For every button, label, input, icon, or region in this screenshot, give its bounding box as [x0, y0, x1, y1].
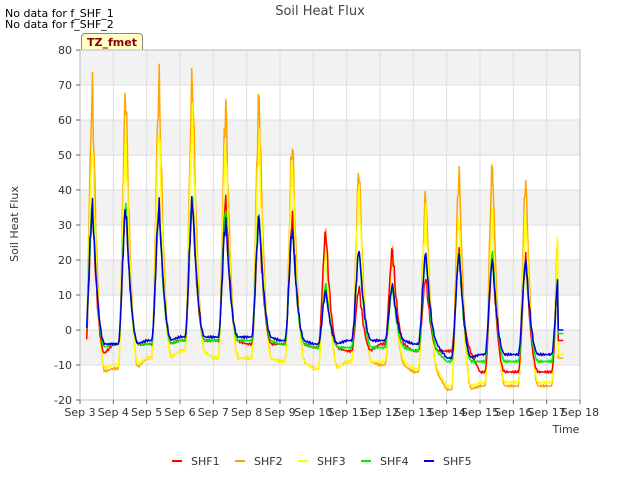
timezone-badge: TZ_fmet: [81, 33, 143, 52]
x-tick-label: Sep 14: [428, 406, 466, 419]
y-tick-label: -20: [54, 394, 72, 407]
x-tick-label: Sep 8: [231, 406, 262, 419]
x-tick-label: Sep 7: [198, 406, 229, 419]
x-tick-label: Sep 12: [361, 406, 399, 419]
legend-label-shf1: SHF1: [191, 455, 220, 468]
x-tick-label: Sep 13: [394, 406, 432, 419]
background-band: [80, 50, 580, 85]
series-layer: [85, 63, 564, 392]
y-tick-label: 0: [65, 324, 72, 337]
x-tick-label: Sep 9: [264, 406, 295, 419]
legend-label-shf2: SHF2: [254, 455, 283, 468]
background-band: [80, 85, 580, 120]
chart-title: Soil Heat Flux: [275, 4, 365, 19]
y-tick-label: 20: [58, 254, 72, 267]
x-tick-label: Sep 3: [64, 406, 95, 419]
legend-label-shf5: SHF5: [443, 455, 472, 468]
x-tick-label: Sep 6: [164, 406, 195, 419]
x-axis-label: Time: [552, 423, 580, 436]
legend-label-shf4: SHF4: [380, 455, 409, 468]
no-data-note-1: No data for f_SHF_1: [5, 7, 114, 20]
x-tick-label: Sep 17: [528, 406, 566, 419]
x-tick-label: Sep 15: [461, 406, 499, 419]
x-tick-label: Sep 4: [98, 406, 129, 419]
y-tick-label: 40: [58, 184, 72, 197]
legend-label-shf3: SHF3: [317, 455, 346, 468]
legend: SHF1 SHF2 SHF3 SHF4 SHF5: [172, 455, 472, 468]
y-tick-label: 60: [58, 114, 72, 127]
x-tick-label: Sep 11: [328, 406, 366, 419]
background-band: [80, 155, 580, 190]
no-data-note-2: No data for f_SHF_2: [5, 18, 114, 31]
y-tick-label: -10: [54, 359, 72, 372]
background-band: [80, 120, 580, 155]
x-tick-label: Sep 16: [494, 406, 532, 419]
background-band: [80, 365, 580, 400]
series-line-shf5: [85, 196, 564, 360]
x-tick-label: Sep 10: [294, 406, 332, 419]
y-axis-label: Soil Heat Flux: [8, 186, 21, 262]
y-tick-label: 50: [58, 149, 72, 162]
background-band: [80, 330, 580, 365]
y-tick-label: 10: [58, 289, 72, 302]
y-tick-label: 70: [58, 79, 72, 92]
background-band: [80, 190, 580, 225]
x-tick-label: Sep 5: [131, 406, 162, 419]
x-tick-label: Sep 18: [561, 406, 599, 419]
y-tick-label: 30: [58, 219, 72, 232]
y-tick-label: 80: [58, 44, 72, 57]
